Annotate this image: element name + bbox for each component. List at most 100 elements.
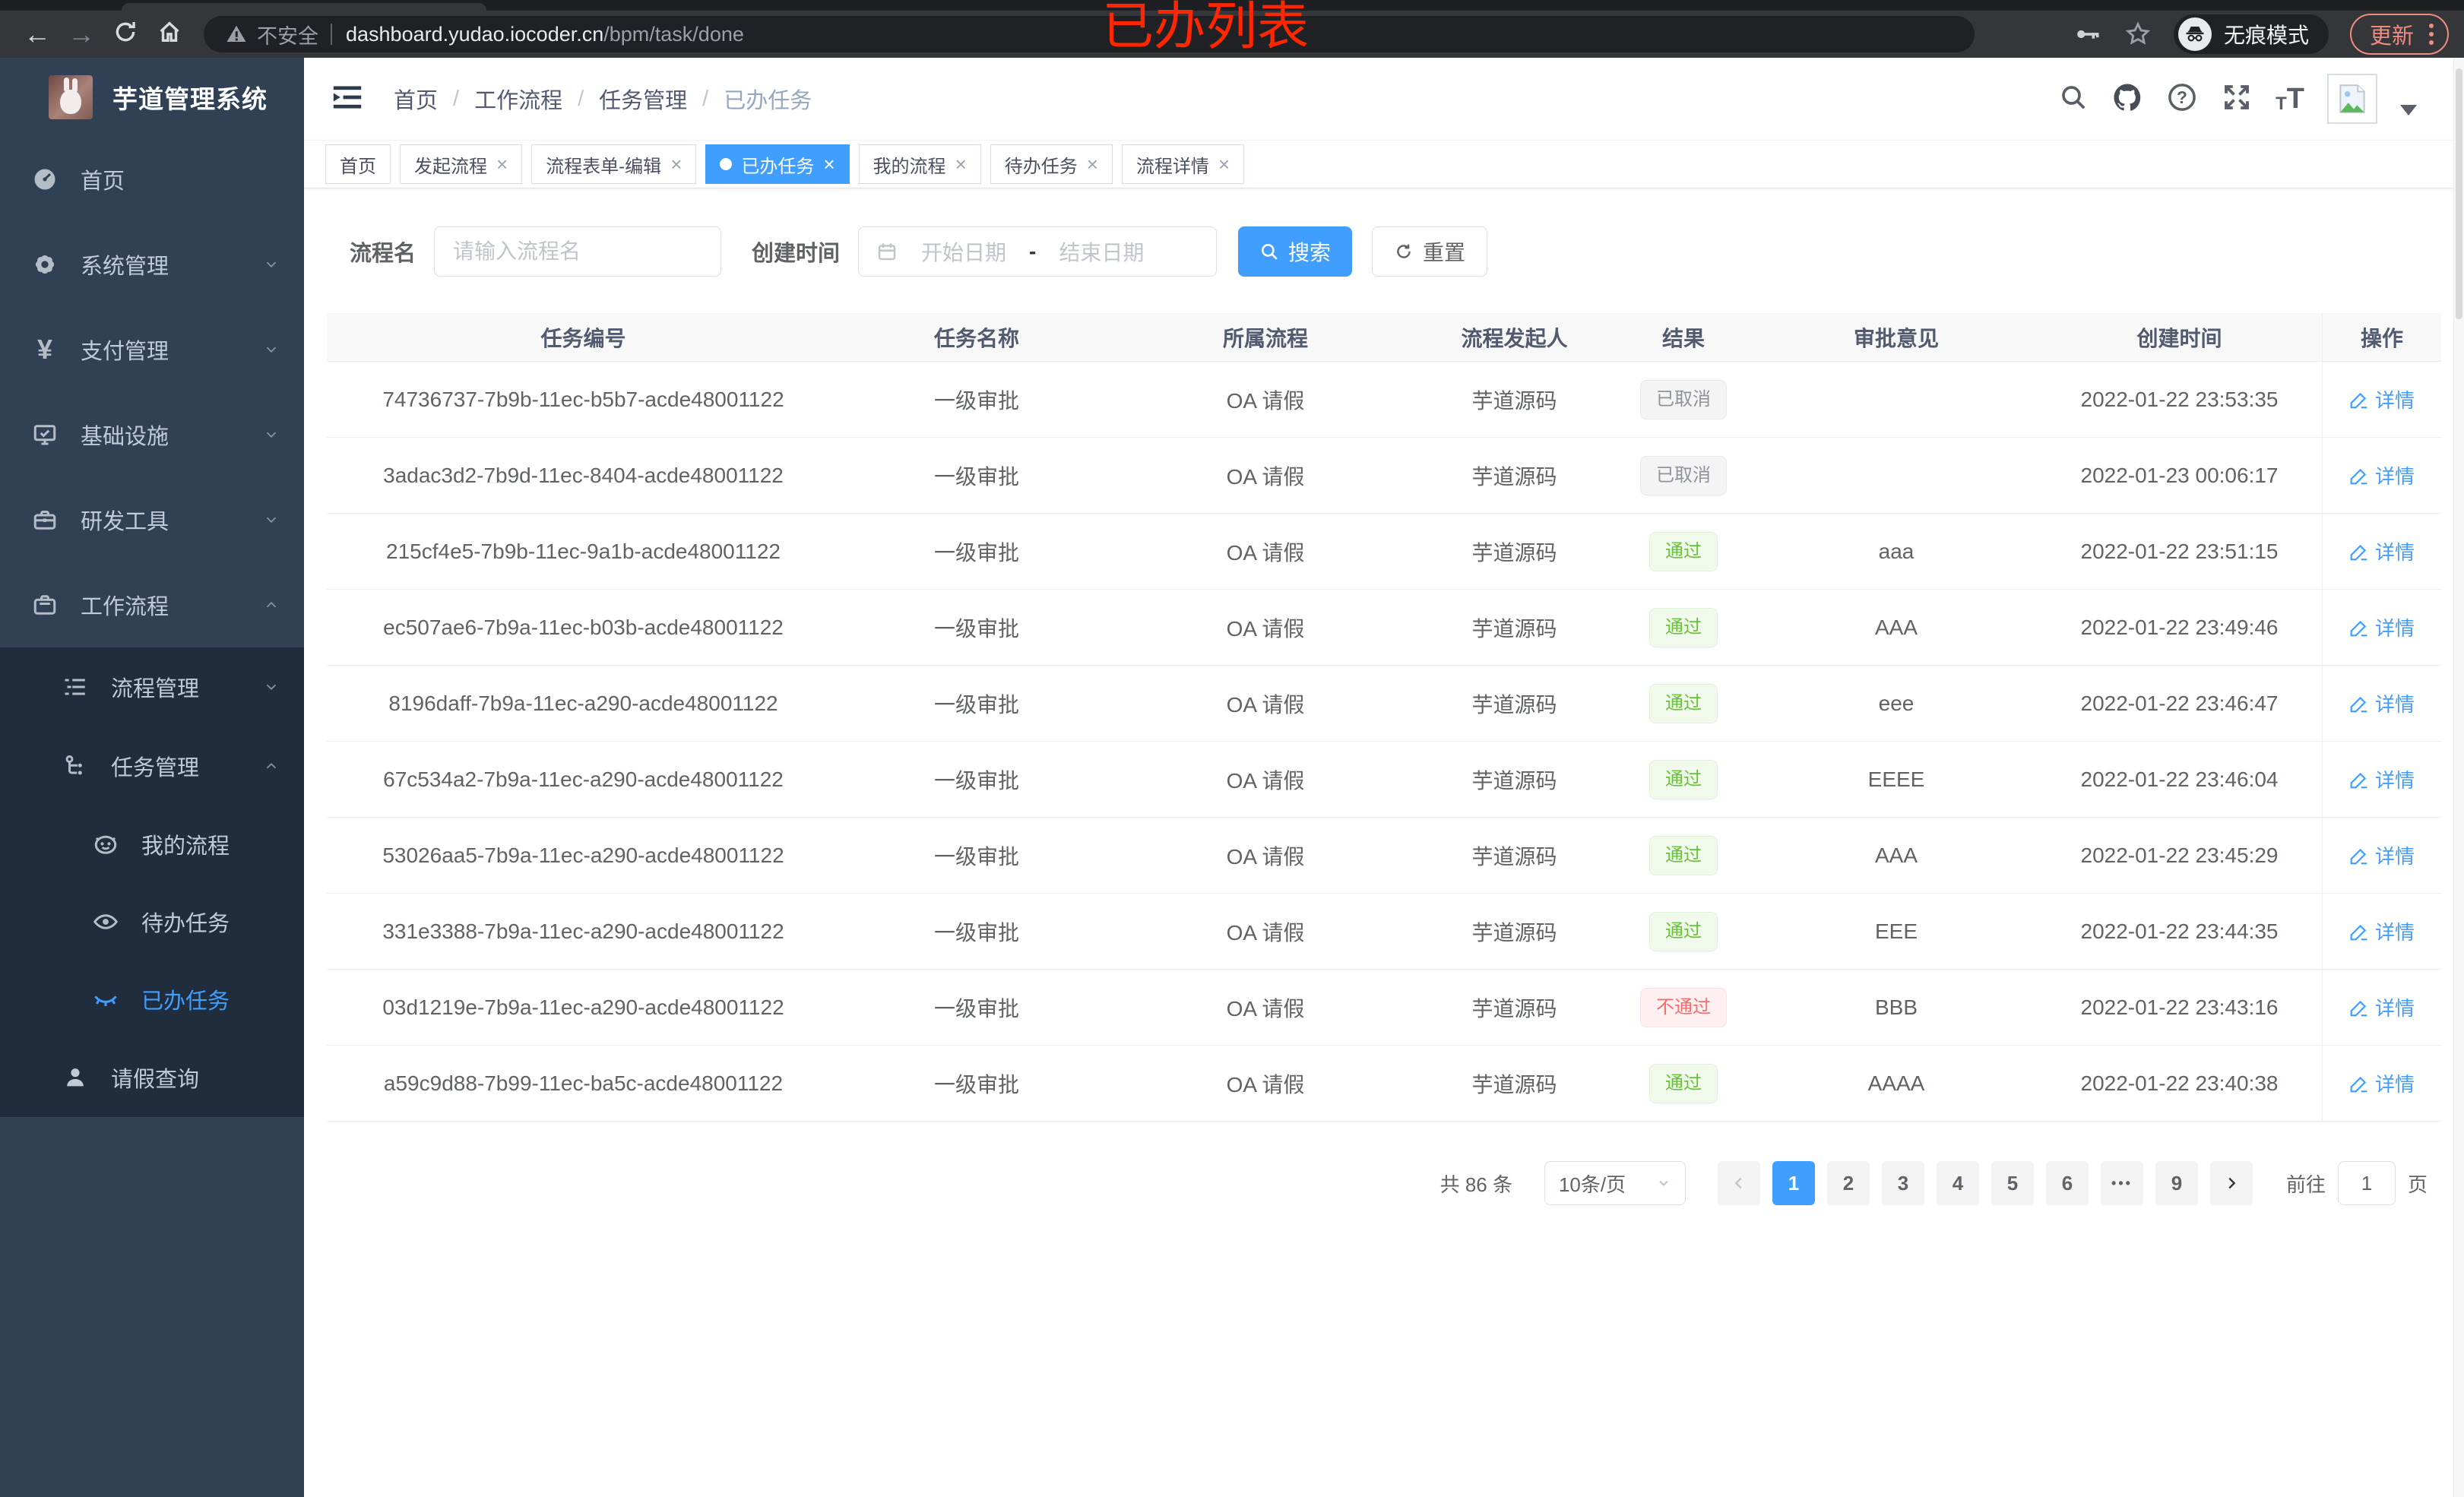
- reset-button[interactable]: 重置: [1372, 226, 1488, 277]
- goto-page-input[interactable]: [2337, 1161, 2396, 1205]
- browser-active-tab[interactable]: [122, 3, 486, 11]
- process-name-input[interactable]: [434, 226, 722, 277]
- page-button-2[interactable]: 2: [1826, 1161, 1870, 1205]
- search-icon[interactable]: [2058, 82, 2089, 116]
- detail-link[interactable]: 详情: [2349, 689, 2415, 717]
- fullscreen-icon[interactable]: [2221, 81, 2253, 117]
- detail-link[interactable]: 详情: [2349, 1069, 2415, 1097]
- bookmark-star-icon[interactable]: [2124, 20, 2152, 49]
- close-icon[interactable]: ×: [955, 153, 967, 176]
- detail-link[interactable]: 详情: [2349, 765, 2415, 793]
- detail-link[interactable]: 详情: [2349, 841, 2415, 869]
- back-icon[interactable]: ←: [24, 18, 51, 49]
- reload-icon[interactable]: [103, 19, 147, 49]
- page-size-select[interactable]: 10条/页: [1544, 1161, 1686, 1205]
- sidebar-item-label: 待办任务: [141, 912, 230, 936]
- edit-pen-icon: [2350, 696, 2367, 712]
- browser-menu-icon[interactable]: [2429, 24, 2434, 45]
- browser-tabstrip: [0, 0, 2464, 11]
- detail-link[interactable]: 详情: [2349, 993, 2415, 1021]
- broken-image-icon: [2339, 84, 2365, 113]
- sidebar-item-system[interactable]: 系统管理: [0, 222, 304, 307]
- cell-process: OA 请假: [1226, 768, 1305, 793]
- url-divider: [331, 24, 332, 45]
- tab-my-process[interactable]: 我的流程 ×: [858, 144, 981, 184]
- calendar-icon: [878, 243, 896, 261]
- update-label[interactable]: 更新: [2369, 24, 2414, 49]
- tab-todo-tasks[interactable]: 待办任务 ×: [990, 144, 1113, 184]
- tab-form-edit[interactable]: 流程表单-编辑 ×: [531, 144, 697, 184]
- detail-link[interactable]: 详情: [2349, 461, 2415, 489]
- help-icon[interactable]: ?: [2166, 81, 2198, 117]
- password-key-icon[interactable]: [2075, 21, 2102, 48]
- search-button[interactable]: 搜索: [1238, 226, 1353, 277]
- breadcrumb-item[interactable]: 首页: [394, 89, 439, 113]
- sidebar-item-leave-query[interactable]: 请假查询: [0, 1038, 304, 1117]
- url-path: /bpm/task/done: [603, 22, 744, 46]
- tab-done-tasks[interactable]: 已办任务 ×: [705, 144, 850, 184]
- home-icon[interactable]: [147, 19, 192, 49]
- close-icon[interactable]: ×: [496, 153, 508, 176]
- tab-process-detail[interactable]: 流程详情 ×: [1121, 144, 1245, 184]
- page-button-1[interactable]: 1: [1772, 1161, 1815, 1205]
- sidebar-item-payment[interactable]: ¥ 支付管理: [0, 307, 304, 392]
- close-icon[interactable]: ×: [823, 153, 835, 176]
- url-host: dashboard.yudao.iocoder.cn: [346, 22, 604, 46]
- next-page-button[interactable]: [2209, 1161, 2253, 1205]
- sidebar-item-my-process[interactable]: 我的流程: [0, 805, 304, 883]
- more-pages-button[interactable]: •••: [2100, 1161, 2143, 1205]
- detail-link[interactable]: 详情: [2349, 917, 2415, 945]
- detail-link[interactable]: 详情: [2349, 537, 2415, 565]
- sidebar-item-workflow[interactable]: 工作流程: [0, 562, 304, 647]
- avatar[interactable]: [2327, 74, 2377, 124]
- sidebar-menu: 首页 系统管理 ¥ 支付管理: [0, 137, 304, 1117]
- status-badge: 通过: [1649, 531, 1718, 571]
- date-range-input[interactable]: 开始日期 - 结束日期: [858, 226, 1218, 277]
- page-button-5[interactable]: 5: [1991, 1161, 2034, 1205]
- breadcrumb-item[interactable]: 工作流程: [474, 89, 563, 113]
- page-scrollbar[interactable]: [2453, 58, 2464, 1497]
- security-label[interactable]: 不安全: [257, 24, 318, 48]
- status-badge: 通过: [1649, 911, 1718, 951]
- close-icon[interactable]: ×: [1086, 153, 1098, 176]
- detail-link[interactable]: 详情: [2349, 385, 2415, 413]
- prev-page-button[interactable]: [1717, 1161, 1760, 1205]
- cell-starter: 芋道源码: [1471, 844, 1557, 869]
- table-header-row: 任务编号 任务名称 所属流程 流程发起人 结果 审批意见 创建时间 操作: [327, 313, 2441, 362]
- page-button-9[interactable]: 9: [2155, 1161, 2198, 1205]
- url-bar[interactable]: 不安全 dashboard.yudao.iocoder.cn/bpm/task/…: [204, 16, 1975, 52]
- close-icon[interactable]: ×: [1218, 153, 1230, 176]
- update-button[interactable]: 更新: [2349, 14, 2449, 55]
- flow-tree-icon: [59, 752, 91, 780]
- cell-created: 2022-01-22 23:43:16: [2080, 995, 2279, 1019]
- sidebar-collapse-icon[interactable]: [330, 82, 365, 116]
- sidebar-item-process-mgmt[interactable]: 流程管理: [0, 647, 304, 726]
- tab-start-process[interactable]: 发起流程 ×: [400, 144, 523, 184]
- forward-icon[interactable]: →: [68, 18, 95, 49]
- status-badge: 通过: [1649, 607, 1718, 647]
- sidebar-item-dev-tools[interactable]: 研发工具: [0, 477, 304, 562]
- cell-task-name: 一级审批: [933, 844, 1019, 869]
- breadcrumb-item-current: 已办任务: [724, 89, 812, 113]
- sidebar-item-todo-tasks[interactable]: 待办任务: [0, 883, 304, 961]
- table-row: 74736737-7b9b-11ec-b5b7-acde48001122 一级审…: [327, 362, 2441, 438]
- page-button-6[interactable]: 6: [2045, 1161, 2089, 1205]
- sidebar-item-home[interactable]: 首页: [0, 137, 304, 222]
- briefcase-icon: [29, 591, 61, 619]
- breadcrumb-item[interactable]: 任务管理: [599, 89, 688, 113]
- tag-tabs-bar: 首页 发起流程 × 流程表单-编辑 × 已办任务 × 我的流程 × 待办任务 ×: [304, 140, 2464, 188]
- detail-link[interactable]: 详情: [2349, 613, 2415, 641]
- page-button-3[interactable]: 3: [1881, 1161, 1924, 1205]
- sidebar-item-task-mgmt[interactable]: 任务管理: [0, 726, 304, 805]
- table-row: 3adac3d2-7b9d-11ec-8404-acde48001122 一级审…: [327, 438, 2441, 514]
- close-icon[interactable]: ×: [670, 153, 683, 176]
- sidebar-item-infrastructure[interactable]: 基础设施: [0, 392, 304, 477]
- sidebar-item-done-tasks[interactable]: 已办任务: [0, 961, 304, 1038]
- page-button-4[interactable]: 4: [1936, 1161, 1979, 1205]
- scrollbar-thumb[interactable]: [2456, 68, 2462, 319]
- avatar-dropdown-caret[interactable]: [2400, 105, 2417, 116]
- github-icon[interactable]: [2111, 81, 2143, 117]
- col-header: 任务名称: [933, 326, 1019, 350]
- tab-home[interactable]: 首页: [325, 144, 391, 184]
